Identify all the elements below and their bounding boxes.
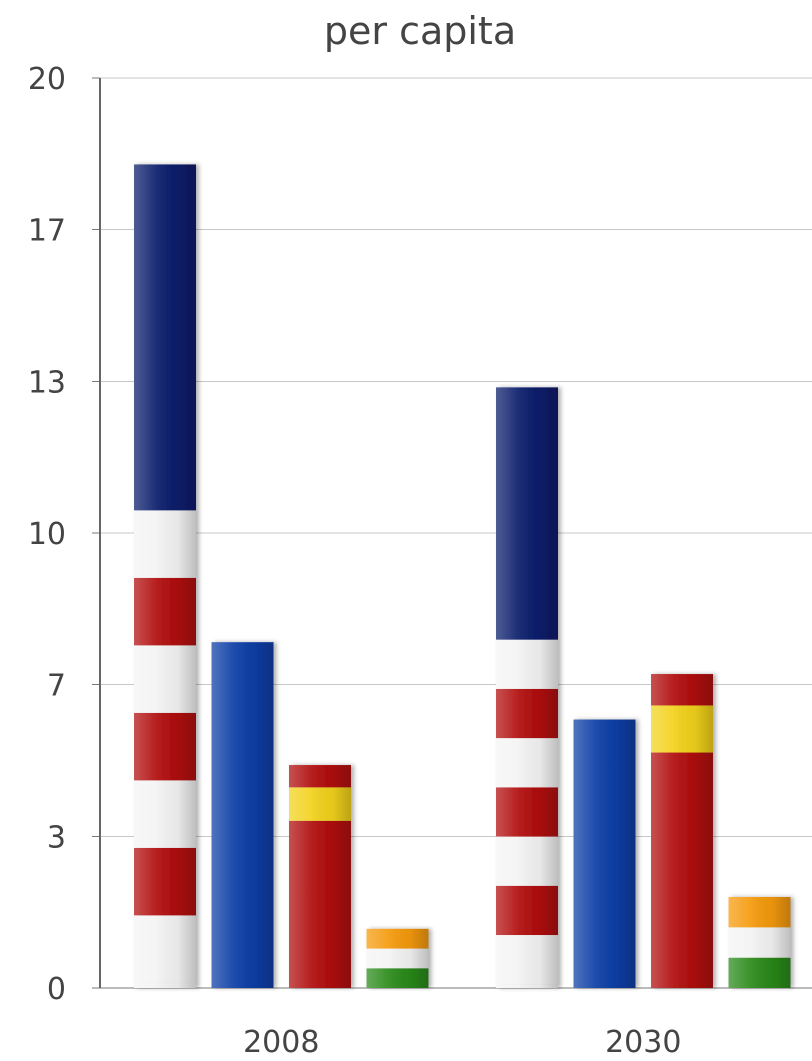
bar-shine [134,164,196,988]
y-tick-label: 10 [28,517,66,552]
bar-shine [728,897,791,988]
bar [289,765,351,988]
y-tick-label: 20 [28,62,66,97]
y-tick-labels: 0 3 7 10 13 17 20 [28,62,66,1007]
bar [211,642,274,988]
bar-shine [496,387,558,988]
bar [496,387,558,988]
bar-shine [289,765,351,988]
bar [366,928,429,988]
y-tick-label: 17 [28,214,66,249]
bar [573,719,636,988]
y-tick-label: 13 [28,365,66,400]
bar [651,674,713,988]
bar [134,164,196,988]
y-tick-label: 0 [47,972,66,1007]
x-tick-label: 2008 [243,1025,319,1060]
x-tick-label: 2030 [605,1025,681,1060]
bar-shine [651,674,713,988]
bar-series [134,164,791,988]
bar-shine [211,642,274,988]
y-tick-label: 7 [47,669,66,704]
y-tick-label: 3 [47,820,66,855]
bar-shine [573,719,636,988]
bar-shine [366,928,429,988]
bar [728,897,791,988]
chart-title: per capita [324,9,516,53]
x-tick-labels: 2008 2030 [243,1025,681,1060]
